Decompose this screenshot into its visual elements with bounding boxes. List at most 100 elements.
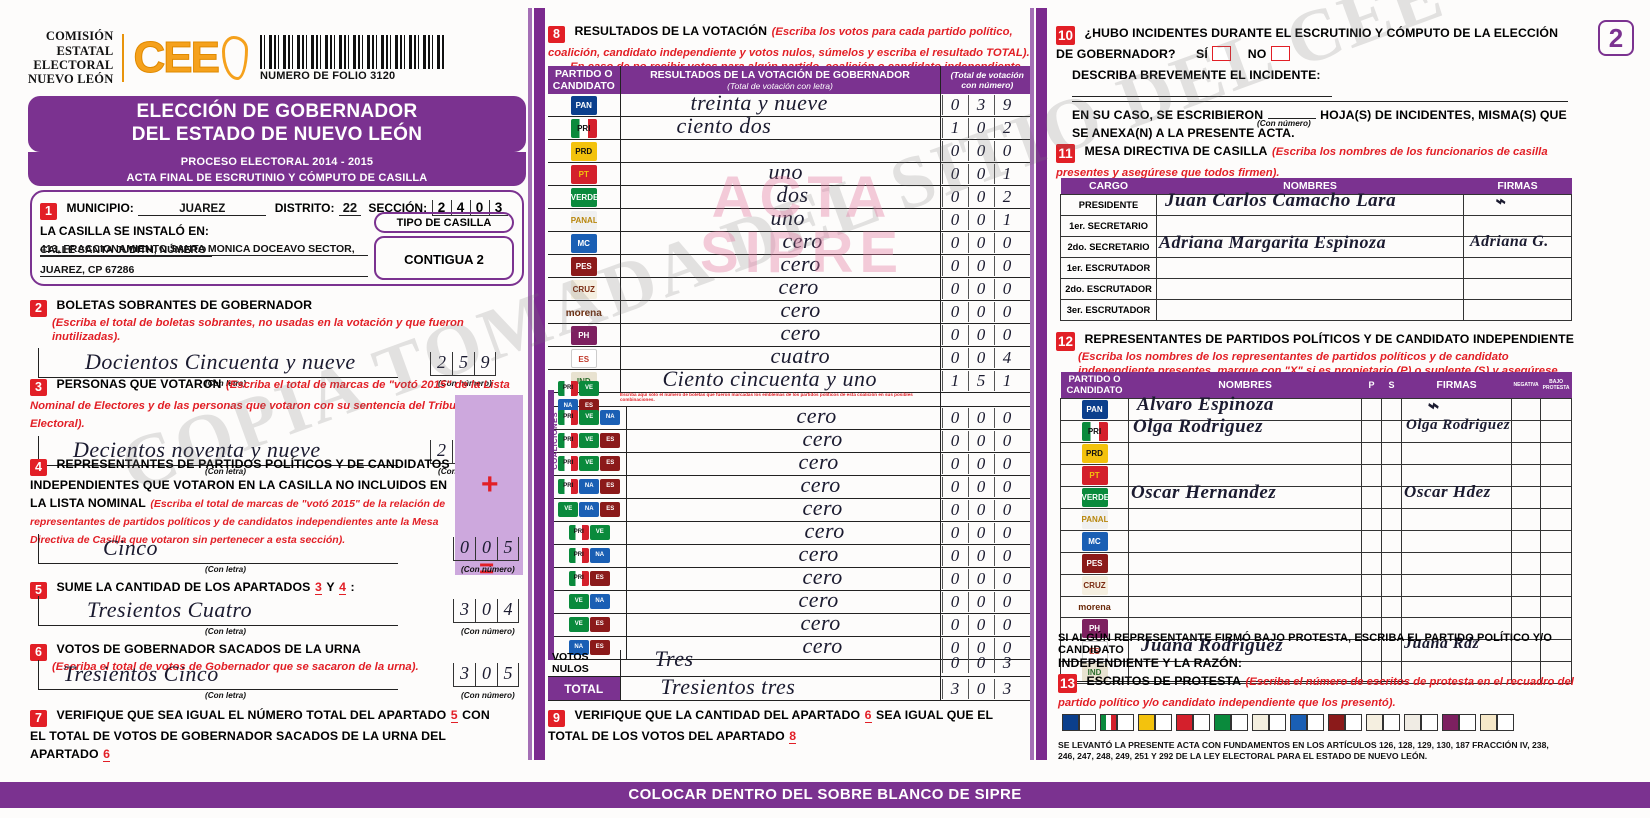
describe-input-line-2[interactable]: [1072, 88, 1568, 102]
no-checkbox[interactable]: [1270, 46, 1290, 61]
rep-protesta-cell[interactable]: [1540, 552, 1572, 575]
address-line-2[interactable]: 413, FRACCIONAMIENTO SANTA MONICA DOCEAV…: [40, 243, 368, 256]
protest-entry-pt[interactable]: [1176, 714, 1210, 731]
rep-nombre-cell[interactable]: [1127, 596, 1363, 618]
rep-nombre-cell[interactable]: Olga Rodriguez: [1127, 416, 1363, 443]
rep-firma-cell[interactable]: [1401, 552, 1513, 575]
results-letra-cell[interactable]: [620, 139, 940, 163]
rep-nombre-cell[interactable]: [1127, 574, 1363, 597]
rep-protesta-cell[interactable]: [1540, 420, 1572, 443]
coalition-letra-cell[interactable]: cero: [626, 564, 940, 591]
protest-value-pvem[interactable]: [1231, 714, 1248, 731]
protest-value-cruzada[interactable]: [1383, 714, 1400, 731]
rep-negativa-cell[interactable]: [1511, 420, 1542, 443]
protest-value-mc[interactable]: [1307, 714, 1324, 731]
rep-negativa-cell[interactable]: [1511, 508, 1542, 531]
hojas-input[interactable]: [1267, 106, 1316, 119]
protest-entry-pes[interactable]: [1328, 714, 1362, 731]
rep-nombre-cell[interactable]: Oscar Hernandez: [1127, 482, 1363, 509]
rep-p-cell[interactable]: [1361, 574, 1383, 597]
section-2-letra-line[interactable]: Docientos Cincuenta y nueve: [38, 348, 398, 379]
protest-entry-pri[interactable]: [1100, 714, 1134, 731]
rep-nombre-cell[interactable]: [1127, 508, 1363, 531]
protest-entry-mc[interactable]: [1290, 714, 1324, 731]
rep-s-cell[interactable]: [1381, 596, 1403, 618]
rep-protesta-cell[interactable]: [1540, 596, 1572, 618]
rep-firma-cell[interactable]: [1401, 530, 1513, 553]
rep-p-cell[interactable]: [1361, 596, 1383, 618]
coalition-letra-cell[interactable]: cero: [626, 495, 940, 522]
rep-firma-cell[interactable]: Olga Rodriguez: [1401, 417, 1513, 443]
protest-value-humanista[interactable]: [1459, 714, 1476, 731]
rep-protesta-cell[interactable]: [1540, 442, 1572, 465]
rep-negativa-cell[interactable]: [1511, 398, 1542, 421]
rep-negativa-cell[interactable]: [1511, 552, 1542, 575]
address-line-3[interactable]: JUAREZ, CP 67286: [40, 264, 368, 277]
firma-cell[interactable]: [1463, 257, 1572, 279]
rep-negativa-cell[interactable]: [1511, 661, 1542, 684]
rep-p-cell[interactable]: [1361, 530, 1383, 553]
municipio-value[interactable]: JUAREZ: [138, 203, 267, 216]
rep-p-cell[interactable]: [1361, 486, 1383, 509]
rep-s-cell[interactable]: [1381, 442, 1403, 465]
protest-entry-morena[interactable]: [1404, 714, 1438, 731]
protest-value-encuentro[interactable]: [1497, 714, 1514, 731]
rep-negativa-cell[interactable]: [1511, 596, 1542, 618]
coalition-letra-cell[interactable]: cero: [626, 587, 940, 614]
results-letra-cell[interactable]: uno: [620, 159, 940, 186]
nombre-cell[interactable]: Juan Carlos Camacho Lara: [1156, 190, 1464, 216]
results-letra-cell[interactable]: cero: [620, 251, 940, 278]
rep-firma-cell[interactable]: [1401, 442, 1513, 465]
distrito-value[interactable]: 22: [338, 200, 361, 216]
results-letra-cell[interactable]: cero: [620, 228, 940, 255]
rep-s-cell[interactable]: [1381, 486, 1403, 509]
rep-p-cell[interactable]: [1361, 552, 1383, 575]
rep-protesta-cell[interactable]: [1540, 530, 1572, 553]
rep-negativa-cell[interactable]: [1511, 530, 1542, 553]
rep-s-cell[interactable]: [1381, 464, 1403, 487]
total-letra-cell[interactable]: Tresientos tres: [620, 674, 940, 701]
protest-entry-prd[interactable]: [1138, 714, 1172, 731]
rep-s-cell[interactable]: [1381, 398, 1403, 421]
rep-nombre-cell[interactable]: [1127, 661, 1363, 684]
rep-nombre-cell[interactable]: [1127, 442, 1363, 465]
rep-protesta-cell[interactable]: [1540, 508, 1572, 531]
rep-p-cell[interactable]: [1361, 398, 1383, 421]
firma-cell[interactable]: [1463, 278, 1572, 300]
protest-value-pt[interactable]: [1193, 714, 1210, 731]
protest-value-pri[interactable]: [1117, 714, 1134, 731]
rep-protesta-cell[interactable]: [1540, 574, 1572, 597]
section-5-letra-line[interactable]: Tresientos Cuatro: [38, 596, 398, 626]
rep-p-cell[interactable]: [1361, 442, 1383, 465]
section-4-letra-line[interactable]: Cinco: [38, 534, 398, 564]
results-letra-cell[interactable]: Ciento cincuenta y uno: [620, 366, 940, 393]
coalition-letra-cell[interactable]: cero: [626, 472, 940, 499]
rep-s-cell[interactable]: [1381, 420, 1403, 443]
rep-negativa-cell[interactable]: [1511, 442, 1542, 465]
results-letra-cell[interactable]: ciento dos: [620, 113, 940, 140]
rep-nombre-cell[interactable]: [1127, 552, 1363, 575]
rep-nombre-cell[interactable]: [1127, 530, 1363, 553]
coalition-letra-cell[interactable]: cero: [626, 403, 940, 430]
rep-s-cell[interactable]: [1381, 552, 1403, 575]
